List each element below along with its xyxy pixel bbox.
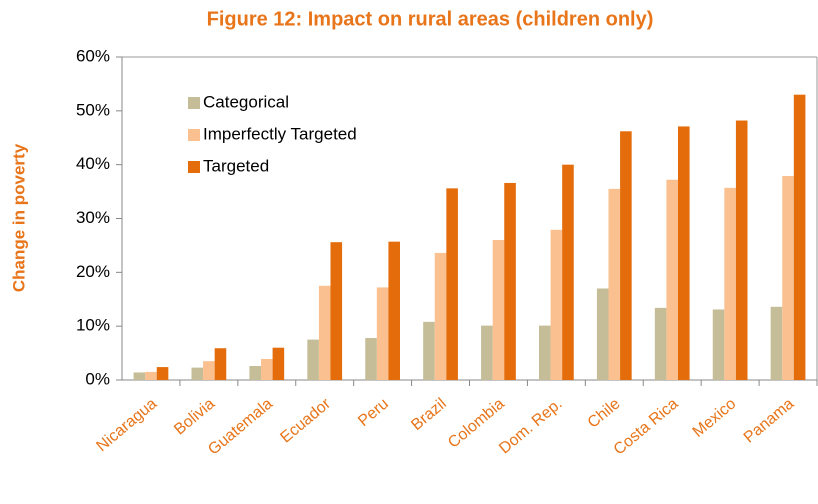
bar: [191, 367, 204, 380]
bar: [214, 348, 227, 380]
y-tick-label: 60%: [76, 46, 110, 65]
legend-swatch: [188, 97, 200, 109]
bar: [562, 164, 574, 380]
bar: [504, 182, 516, 380]
bar: [550, 229, 563, 380]
x-tick-label: Mexico: [690, 395, 740, 441]
bar: [654, 307, 667, 380]
bar: [539, 325, 551, 380]
x-tick-label: Peru: [355, 395, 392, 430]
bar: [481, 325, 493, 380]
x-tick-label: Dom. Rep.: [496, 395, 566, 457]
bar: [423, 321, 435, 380]
legend-label: Categorical: [203, 92, 289, 111]
bar: [249, 366, 261, 380]
chart-title: Figure 12: Impact on rural areas (childr…: [207, 8, 654, 30]
bar: [793, 94, 806, 380]
bar: [492, 240, 505, 380]
bar: [596, 288, 609, 380]
bar: [782, 175, 794, 380]
bar: [434, 252, 447, 380]
y-tick-label: 50%: [76, 100, 110, 119]
bar: [735, 120, 748, 381]
bar: [133, 372, 146, 380]
bar: [712, 309, 725, 380]
legend-label: Targeted: [203, 156, 269, 175]
y-tick-label: 10%: [76, 316, 110, 335]
legend-label: Imperfectly Targeted: [203, 124, 357, 143]
legend-swatch: [188, 129, 200, 141]
bar: [261, 359, 273, 380]
x-tick-label: Bolivia: [171, 395, 218, 438]
bar: [388, 241, 400, 380]
bar: [145, 371, 157, 380]
bar: [620, 131, 632, 380]
x-tick-label: Ecuador: [277, 395, 334, 447]
y-tick-label: 0%: [85, 369, 110, 388]
bar: [203, 361, 215, 380]
x-tick-label: Panama: [741, 395, 798, 446]
x-tick-label: Chile: [585, 395, 624, 432]
bar: [156, 367, 169, 380]
bar: [330, 242, 343, 380]
bar: [666, 179, 678, 380]
bar: [608, 188, 621, 380]
x-tick-label: Guatemala: [205, 395, 276, 458]
legend-swatch: [188, 161, 200, 173]
y-tick-label: 40%: [76, 154, 110, 173]
y-tick-label: 30%: [76, 208, 110, 227]
y-axis-label: Change in poverty: [9, 143, 28, 292]
bar: [770, 306, 783, 380]
bar: [318, 285, 331, 380]
bar: [365, 338, 377, 380]
bar: [376, 287, 389, 380]
y-tick-label: 20%: [76, 262, 110, 281]
x-tick-label: Nicaragua: [93, 395, 160, 455]
bar: [272, 347, 285, 380]
bar: [724, 187, 736, 380]
x-tick-label: Brazil: [408, 395, 450, 434]
bar: [446, 188, 458, 380]
bar: [678, 126, 690, 380]
x-tick-label: Costa Rica: [611, 395, 682, 458]
bar: [307, 339, 319, 380]
